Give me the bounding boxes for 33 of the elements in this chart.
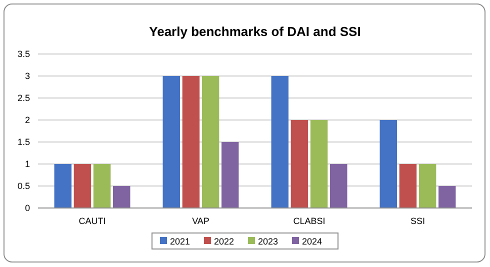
legend-label: 2021 xyxy=(170,236,190,246)
y-tick-label: 3.5 xyxy=(17,49,30,60)
legend-label: 2024 xyxy=(302,236,322,246)
bar xyxy=(222,142,239,208)
x-tick-label: CAUTI xyxy=(78,216,106,226)
legend-label: 2022 xyxy=(214,236,234,246)
x-tick-label: VAP xyxy=(192,216,210,226)
bar xyxy=(330,164,348,208)
bar xyxy=(380,120,397,208)
legend-label: 2023 xyxy=(258,236,278,246)
y-tick-label: 3 xyxy=(24,71,30,82)
bar xyxy=(113,186,130,208)
y-tick-label: 2 xyxy=(24,115,30,126)
bar xyxy=(202,76,220,208)
y-tick-label: 1.5 xyxy=(17,137,30,148)
bar xyxy=(93,164,111,208)
y-tick-label: 0.5 xyxy=(17,181,30,192)
y-tick-label: 1 xyxy=(24,159,30,170)
x-tick-label: CLABSI xyxy=(293,216,326,226)
bar xyxy=(438,186,456,208)
y-tick-label: 2.5 xyxy=(17,93,30,104)
bar xyxy=(418,164,436,208)
bar xyxy=(290,120,308,208)
bar xyxy=(399,164,417,208)
chart-title: Yearly benchmarks of DAI and SSI xyxy=(149,24,361,39)
bar xyxy=(271,76,288,208)
x-tick-label: SSI xyxy=(410,216,426,226)
bar xyxy=(182,76,200,208)
bar xyxy=(54,164,72,208)
bar xyxy=(310,120,328,208)
bar xyxy=(162,76,180,208)
y-tick-label: 0 xyxy=(24,203,30,214)
bar xyxy=(74,164,92,208)
